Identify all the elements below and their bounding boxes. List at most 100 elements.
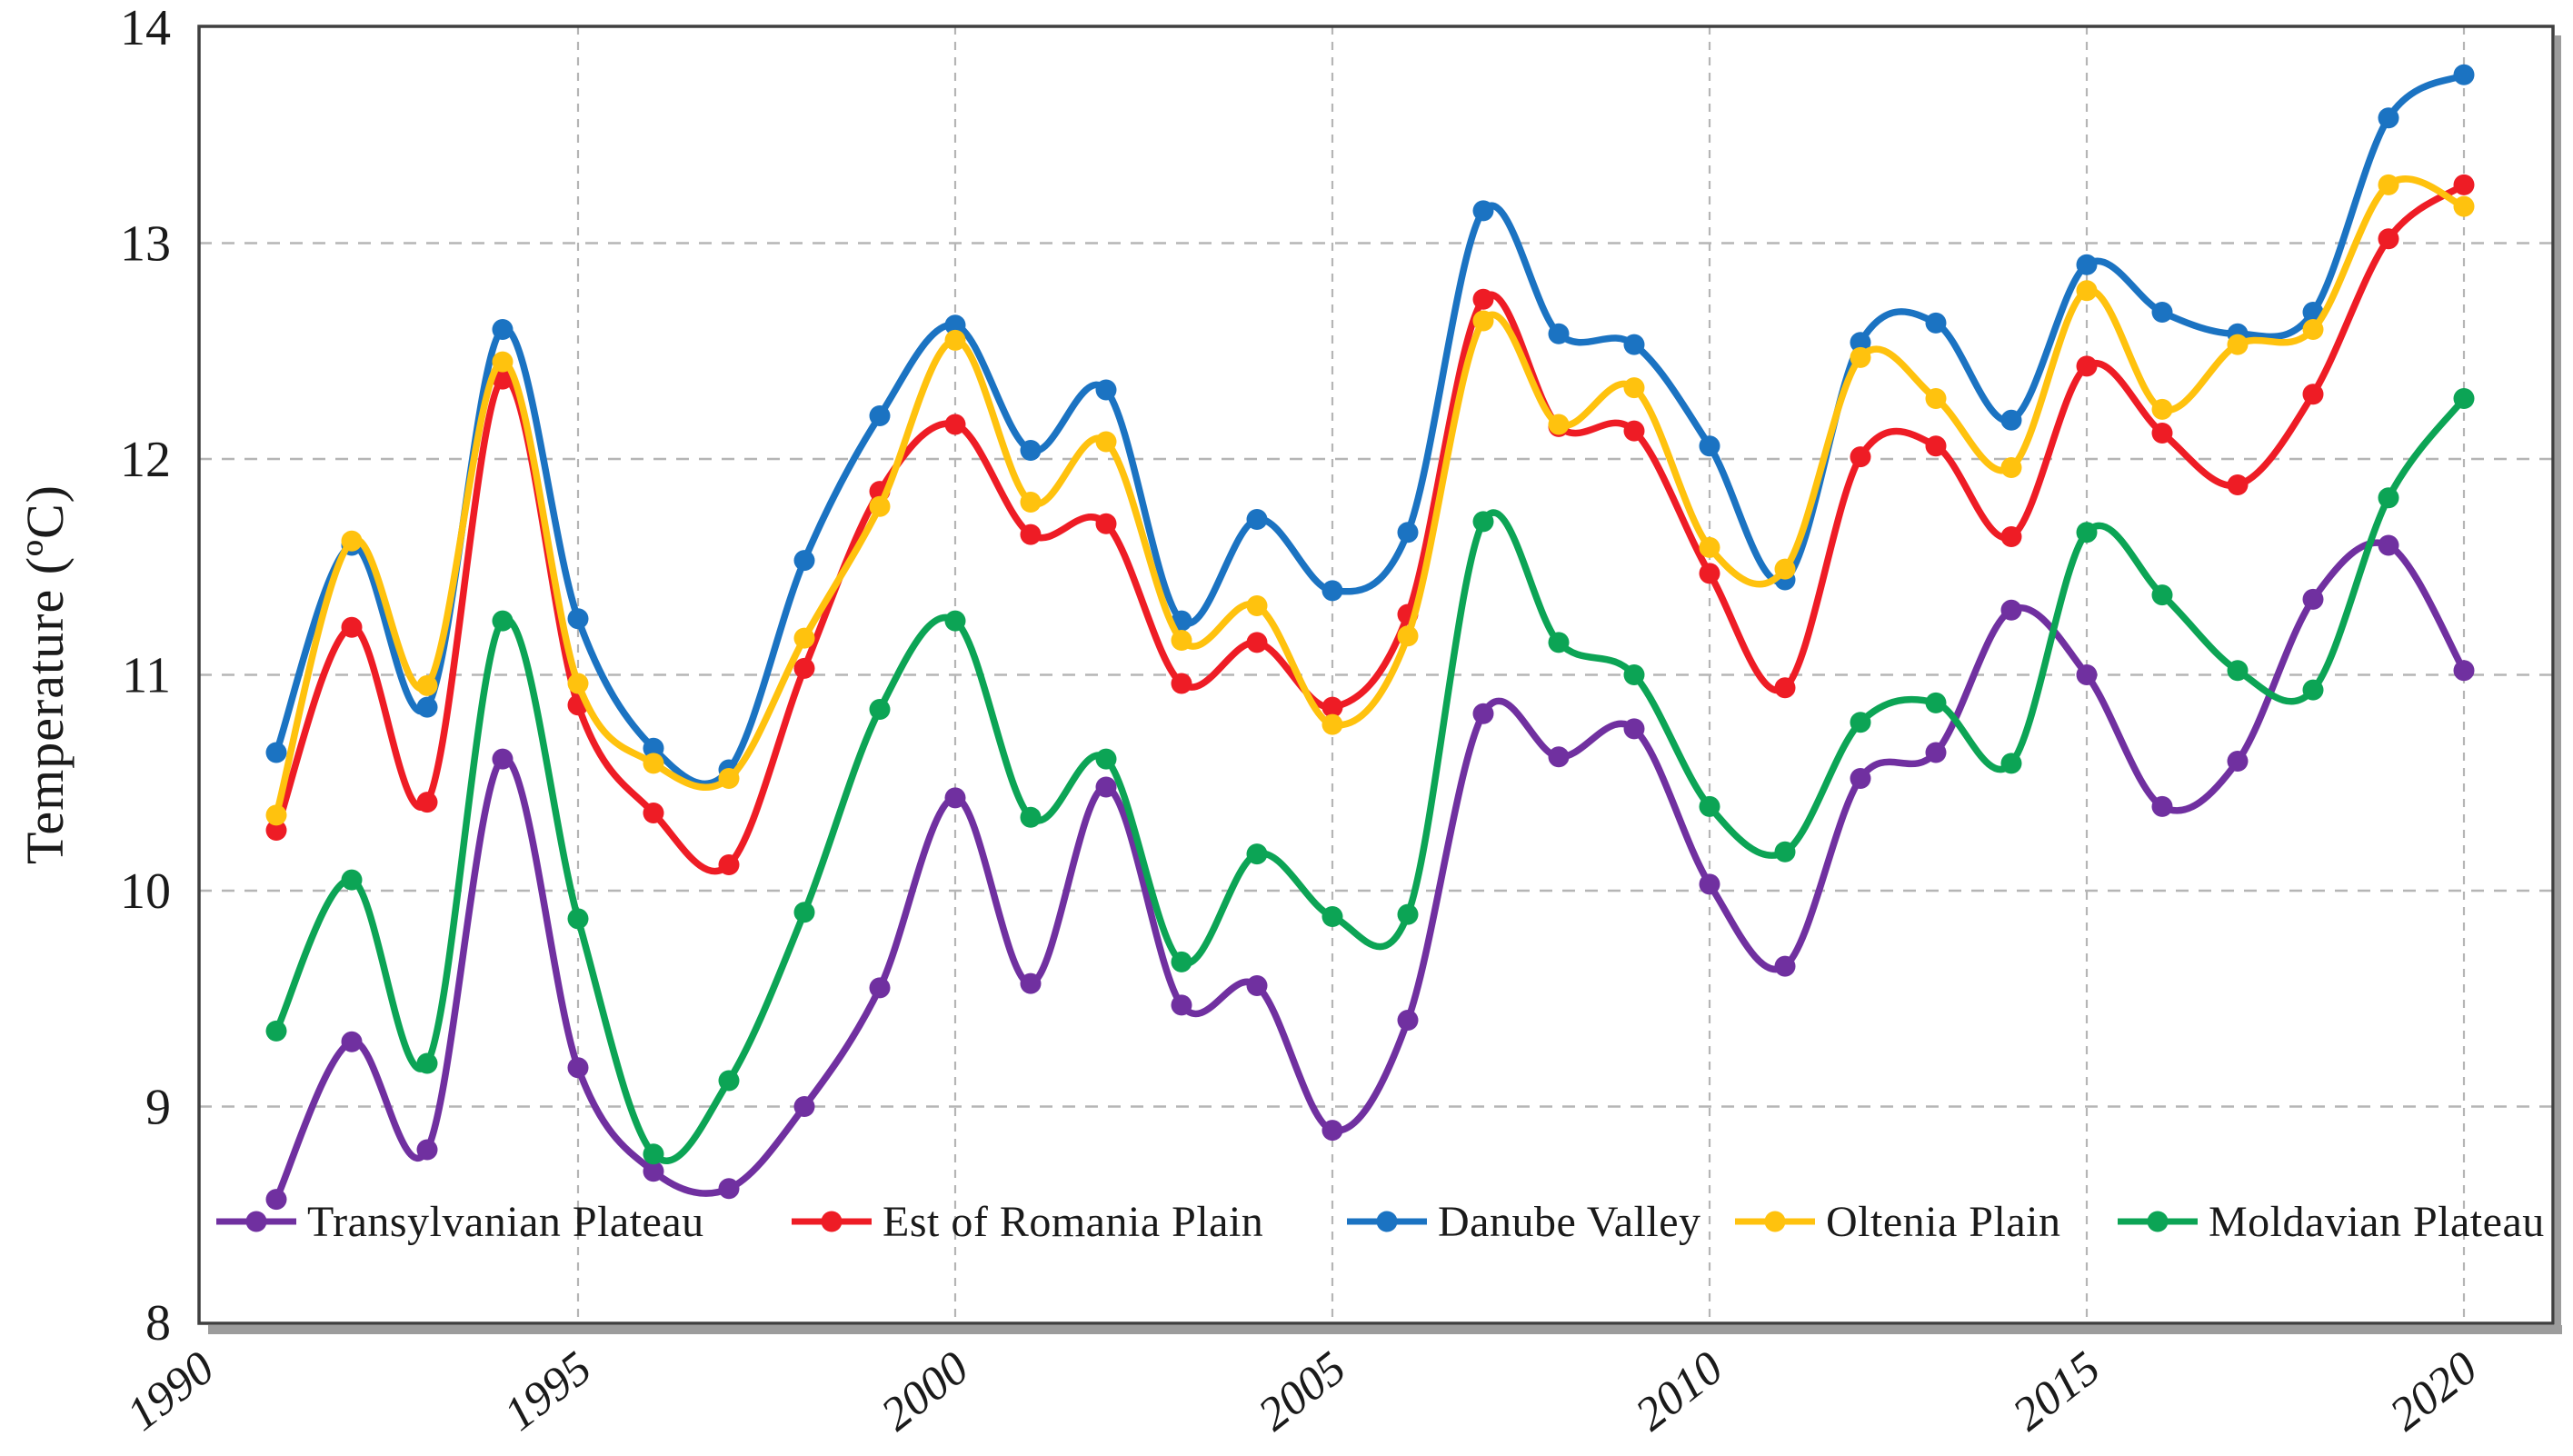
data-point-moldavian-plateau [2302, 679, 2324, 701]
data-point-est-of-romania-plain [2302, 384, 2324, 405]
y-tick-label: 11 [122, 648, 171, 704]
data-point-danube-valley [2151, 302, 2173, 323]
data-point-oltenia-plain [265, 804, 287, 826]
data-point-danube-valley [2076, 254, 2098, 275]
data-point-moldavian-plateau [265, 1020, 287, 1042]
y-tick-label: 10 [120, 863, 171, 920]
plot-frame [197, 25, 2555, 1325]
data-point-est-of-romania-plain [416, 792, 438, 813]
x-tick-label: 2005 [1249, 1342, 1355, 1441]
data-point-danube-valley [643, 737, 664, 759]
data-point-danube-valley [1246, 509, 1268, 530]
data-point-oltenia-plain [1095, 431, 1117, 453]
series-oltenia-plain [265, 174, 2475, 826]
data-point-oltenia-plain [1774, 558, 1796, 580]
data-point-danube-valley [1925, 312, 1947, 334]
data-point-danube-valley [2378, 107, 2399, 129]
data-point-est-of-romania-plain [718, 854, 740, 875]
y-tick-label: 9 [145, 1080, 171, 1136]
data-point-moldavian-plateau [869, 699, 891, 720]
data-point-moldavian-plateau [1623, 664, 1645, 685]
data-point-oltenia-plain [2453, 195, 2475, 217]
data-point-moldavian-plateau [1925, 692, 1947, 713]
data-point-transylvanian-plateau [2378, 534, 2399, 556]
frame-shadow-bottom [208, 1325, 2562, 1334]
data-point-transylvanian-plateau [416, 1139, 438, 1161]
data-point-moldavian-plateau [1774, 841, 1796, 863]
data-point-est-of-romania-plain [2378, 228, 2399, 250]
data-point-danube-valley [869, 405, 891, 426]
x-tick-label: 2015 [2003, 1342, 2109, 1441]
data-point-transylvanian-plateau [1095, 776, 1117, 798]
data-point-transylvanian-plateau [1321, 1120, 1343, 1142]
data-point-danube-valley [567, 608, 589, 630]
series-line-transylvanian-plateau [273, 539, 2468, 1203]
series-transylvanian-plateau [265, 534, 2475, 1211]
series-est-of-romania-plain [265, 174, 2475, 875]
data-point-transylvanian-plateau [492, 748, 514, 770]
series-line-danube-valley [273, 71, 2468, 788]
series-line-moldavian-plateau [273, 394, 2468, 1164]
data-point-transylvanian-plateau [1171, 994, 1192, 1016]
data-point-est-of-romania-plain [1472, 288, 1494, 310]
data-point-oltenia-plain [643, 753, 664, 774]
data-point-est-of-romania-plain [492, 368, 514, 390]
data-point-moldavian-plateau [1246, 843, 1268, 865]
data-point-transylvanian-plateau [2302, 588, 2324, 610]
x-tick-label: 2010 [1626, 1342, 1732, 1441]
x-tick-label: 1990 [117, 1342, 224, 1441]
data-point-danube-valley [416, 696, 438, 718]
data-point-danube-valley [1850, 332, 1871, 354]
data-point-danube-valley [1472, 200, 1494, 222]
data-point-moldavian-plateau [944, 610, 966, 632]
data-point-oltenia-plain [1623, 377, 1645, 399]
data-point-oltenia-plain [1171, 630, 1192, 651]
data-point-danube-valley [793, 550, 815, 572]
data-point-transylvanian-plateau [1472, 703, 1494, 724]
data-point-danube-valley [1397, 522, 1419, 544]
data-point-est-of-romania-plain [2453, 174, 2475, 195]
data-point-est-of-romania-plain [1699, 563, 1720, 584]
data-point-moldavian-plateau [492, 610, 514, 632]
data-point-est-of-romania-plain [1321, 696, 1343, 718]
data-point-moldavian-plateau [341, 869, 363, 891]
data-point-oltenia-plain [718, 768, 740, 789]
y-tick-label: 8 [145, 1295, 171, 1351]
data-point-oltenia-plain [1020, 492, 1042, 513]
data-point-transylvanian-plateau [341, 1031, 363, 1052]
data-point-moldavian-plateau [1548, 632, 1570, 653]
x-tick-label: 1995 [494, 1342, 601, 1441]
data-point-transylvanian-plateau [793, 1096, 815, 1117]
data-point-est-of-romania-plain [2076, 355, 2098, 377]
data-point-transylvanian-plateau [2000, 599, 2022, 621]
data-point-est-of-romania-plain [1020, 524, 1042, 545]
data-point-oltenia-plain [1246, 595, 1268, 616]
data-point-oltenia-plain [1925, 388, 1947, 409]
data-point-transylvanian-plateau [1623, 718, 1645, 740]
data-point-transylvanian-plateau [2076, 664, 2098, 685]
data-point-moldavian-plateau [1095, 748, 1117, 770]
data-point-moldavian-plateau [1171, 951, 1192, 972]
data-point-oltenia-plain [341, 530, 363, 552]
data-point-est-of-romania-plain [1623, 420, 1645, 442]
data-point-oltenia-plain [1850, 346, 1871, 368]
y-tick-label: 12 [120, 432, 171, 488]
data-point-danube-valley [944, 314, 966, 336]
data-point-moldavian-plateau [2151, 584, 2173, 606]
data-point-moldavian-plateau [1850, 712, 1871, 733]
data-point-oltenia-plain [869, 495, 891, 517]
data-point-danube-valley [1095, 379, 1117, 401]
data-point-oltenia-plain [793, 627, 815, 649]
data-point-transylvanian-plateau [1699, 873, 1720, 895]
data-point-moldavian-plateau [643, 1143, 664, 1165]
data-point-oltenia-plain [2378, 174, 2399, 195]
data-point-est-of-romania-plain [944, 414, 966, 435]
data-point-est-of-romania-plain [1774, 677, 1796, 699]
data-point-oltenia-plain [944, 329, 966, 351]
data-point-oltenia-plain [1699, 536, 1720, 558]
data-point-transylvanian-plateau [1246, 975, 1268, 996]
series-moldavian-plateau [265, 388, 2475, 1165]
data-point-transylvanian-plateau [265, 1189, 287, 1211]
